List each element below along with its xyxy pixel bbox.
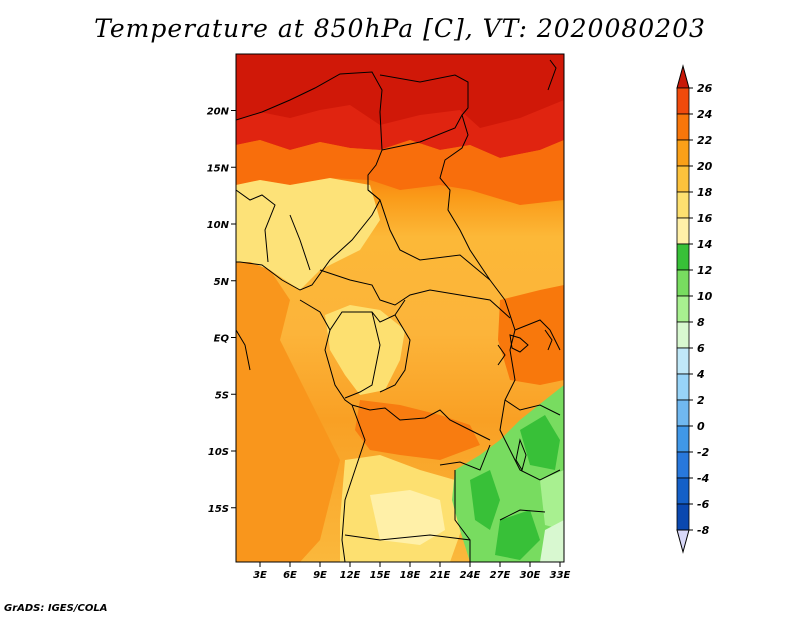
country-borders xyxy=(236,59,561,562)
colorbar-label: 10 xyxy=(697,290,713,303)
colorbar-box xyxy=(676,321,690,349)
lat-tick-label: 15S xyxy=(208,504,229,515)
lon-tick-label: 9E xyxy=(313,570,327,581)
colorbar-label: -4 xyxy=(697,472,709,485)
longitude-axis: 3E 6E 9E 12E 15E 18E 21E 24E 27E 30E 33E xyxy=(253,562,571,581)
lon-tick-label: 24E xyxy=(460,570,481,581)
colorbar-label: -6 xyxy=(697,498,710,511)
colorbar-box xyxy=(676,503,690,531)
lon-tick-label: 33E xyxy=(550,570,571,581)
lon-tick-label: 30E xyxy=(520,570,541,581)
lon-tick-label: 3E xyxy=(253,570,267,581)
colorbar-label: 2 xyxy=(697,394,705,407)
colorbar-label: 20 xyxy=(697,160,713,173)
colorbar-label: 26 xyxy=(697,82,713,95)
colorbar-label: 8 xyxy=(697,316,705,329)
lon-tick-label: 27E xyxy=(490,570,511,581)
lon-tick-label: 21E xyxy=(430,570,451,581)
colorbar-box xyxy=(676,87,690,115)
colorbar-under-triangle xyxy=(676,529,690,554)
colorbar-box xyxy=(676,399,690,427)
colorbar-over-triangle xyxy=(676,64,690,89)
colorbar-label: -2 xyxy=(697,446,710,459)
colorbar-box xyxy=(676,477,690,505)
colorbar-label: 16 xyxy=(697,212,713,225)
lat-tick-label: 5S xyxy=(215,390,229,401)
colorbar-box xyxy=(676,295,690,323)
latitude-axis: 20N 15N 10N 5N EQ 5S 10S 15S xyxy=(207,107,236,515)
colorbar-box xyxy=(676,243,690,271)
colorbar-box xyxy=(676,373,690,401)
lon-tick-label: 12E xyxy=(340,570,361,581)
colorbar-box xyxy=(676,451,690,479)
colorbar-label: 18 xyxy=(697,186,713,199)
colorbar-label: 6 xyxy=(697,342,705,355)
map-title: Temperature at 850hPa [C], VT: 202008020… xyxy=(94,14,706,43)
lon-tick-label: 6E xyxy=(283,570,297,581)
colorbar-box xyxy=(676,347,690,375)
colorbar-box xyxy=(676,217,690,245)
colorbar-box xyxy=(676,113,690,141)
colorbar-box xyxy=(676,191,690,219)
lat-tick-label: 15N xyxy=(207,163,230,174)
colorbar-label: 0 xyxy=(697,420,705,433)
lon-tick-label: 15E xyxy=(370,570,391,581)
lon-tick-label: 18E xyxy=(400,570,421,581)
lat-tick-label: 5N xyxy=(214,277,230,288)
lat-tick-label: 10N xyxy=(207,220,230,231)
colorbar-box xyxy=(676,425,690,453)
colorbar-box xyxy=(676,269,690,297)
footer-credit: GrADS: IGES/COLA xyxy=(4,603,108,614)
colorbar-box xyxy=(676,165,690,193)
map-frame xyxy=(235,53,565,563)
colorbar-label: -8 xyxy=(697,524,710,537)
lat-tick-label: EQ xyxy=(214,334,230,345)
colorbar-label: 4 xyxy=(696,368,705,381)
lat-tick-label: 20N xyxy=(207,107,230,118)
colorbar-label: 22 xyxy=(697,134,713,147)
colorbar-label: 24 xyxy=(697,108,712,121)
colorbar-box xyxy=(676,139,690,167)
lat-tick-label: 10S xyxy=(208,447,229,458)
colorbar-label: 14 xyxy=(697,238,712,251)
colorbar-label: 12 xyxy=(697,264,713,277)
